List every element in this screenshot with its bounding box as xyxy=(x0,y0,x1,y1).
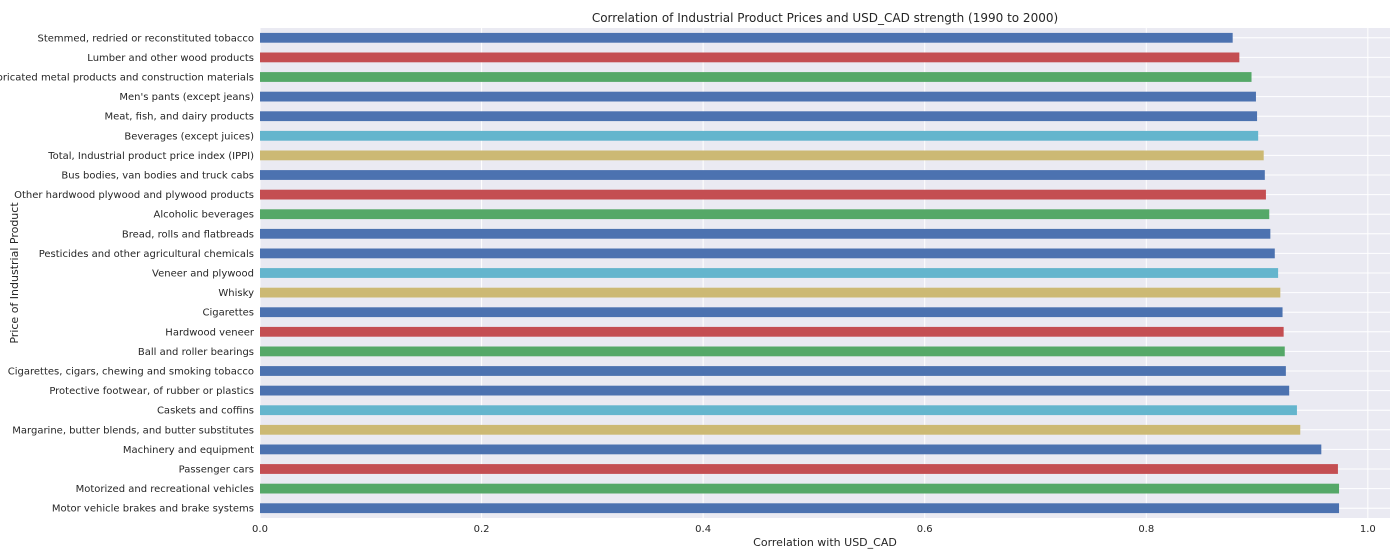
y-tick-label: Caskets and coffins xyxy=(157,406,254,417)
bars xyxy=(260,32,1340,514)
y-tick-label: Margarine, butter blends, and butter sub… xyxy=(12,425,254,436)
x-tick-label: 0.6 xyxy=(917,524,933,535)
y-axis-title: Price of Industrial Product xyxy=(8,202,21,344)
x-tick-labels: 0.0 0.2 0.4 0.6 0.8 1.0 xyxy=(252,524,1376,535)
bar xyxy=(260,209,1270,220)
bar xyxy=(260,52,1240,63)
x-tick-label: 0.4 xyxy=(695,524,711,535)
bar xyxy=(260,464,1338,474)
bar xyxy=(260,248,1275,259)
y-tick-labels: Stemmed, redried or reconstituted tobacc… xyxy=(0,33,255,514)
bar xyxy=(260,268,1279,278)
bar xyxy=(260,385,1290,396)
bar xyxy=(260,72,1252,82)
y-tick-label: Fabricated metal products and constructi… xyxy=(0,73,254,84)
y-tick-label: Other hardwood plywood and plywood produ… xyxy=(14,190,254,201)
chart-title: Correlation of Industrial Product Prices… xyxy=(592,11,1058,25)
bar xyxy=(260,346,1285,357)
bar xyxy=(260,32,1233,43)
y-tick-label: Lumber and other wood products xyxy=(87,53,254,64)
y-tick-label: Protective footwear, of rubber or plasti… xyxy=(49,386,254,397)
bar xyxy=(260,483,1340,494)
y-tick-label: Whisky xyxy=(218,288,254,299)
bar xyxy=(260,228,1271,239)
y-tick-label: Motor vehicle brakes and brake systems xyxy=(52,504,254,515)
y-tick-label: Meat, fish, and dairy products xyxy=(104,112,254,123)
y-tick-label: Motorized and recreational vehicles xyxy=(76,484,254,495)
bar xyxy=(260,307,1283,318)
bar xyxy=(260,287,1281,298)
y-tick-label: Bus bodies, van bodies and truck cabs xyxy=(61,171,254,182)
x-tick-label: 0.0 xyxy=(252,524,268,535)
y-tick-label: Stemmed, redried or reconstituted tobacc… xyxy=(37,33,254,44)
y-tick-label: Ball and roller bearings xyxy=(138,347,254,358)
y-tick-label: Hardwood veneer xyxy=(165,327,255,338)
bar xyxy=(260,91,1256,102)
x-axis-title: Correlation with USD_CAD xyxy=(753,536,897,549)
bar xyxy=(260,130,1259,141)
y-tick-label: Pesticides and other agricultural chemic… xyxy=(39,249,254,260)
bar xyxy=(260,366,1286,376)
x-tick-label: 0.8 xyxy=(1138,524,1154,535)
bar xyxy=(260,326,1284,337)
y-tick-label: Machinery and equipment xyxy=(123,445,254,456)
y-tick-label: Veneer and plywood xyxy=(152,269,254,280)
bar xyxy=(260,424,1301,435)
y-tick-label: Men's pants (except jeans) xyxy=(119,92,254,103)
x-tick-label: 0.2 xyxy=(474,524,490,535)
y-tick-label: Cigarettes, cigars, chewing and smoking … xyxy=(8,367,254,378)
y-tick-label: Alcoholic beverages xyxy=(154,210,254,221)
y-tick-label: Bread, rolls and flatbreads xyxy=(122,229,254,240)
bar xyxy=(260,170,1265,180)
bar xyxy=(260,111,1258,122)
bar xyxy=(260,405,1297,416)
bar xyxy=(260,503,1340,514)
y-tick-label: Cigarettes xyxy=(203,308,254,319)
bar xyxy=(260,150,1264,161)
bar xyxy=(260,189,1266,200)
y-tick-label: Passenger cars xyxy=(179,465,254,476)
x-tick-label: 1.0 xyxy=(1360,524,1376,535)
y-tick-label: Beverages (except juices) xyxy=(124,131,254,142)
y-tick-label: Total, Industrial product price index (I… xyxy=(47,151,254,162)
bar xyxy=(260,444,1322,455)
